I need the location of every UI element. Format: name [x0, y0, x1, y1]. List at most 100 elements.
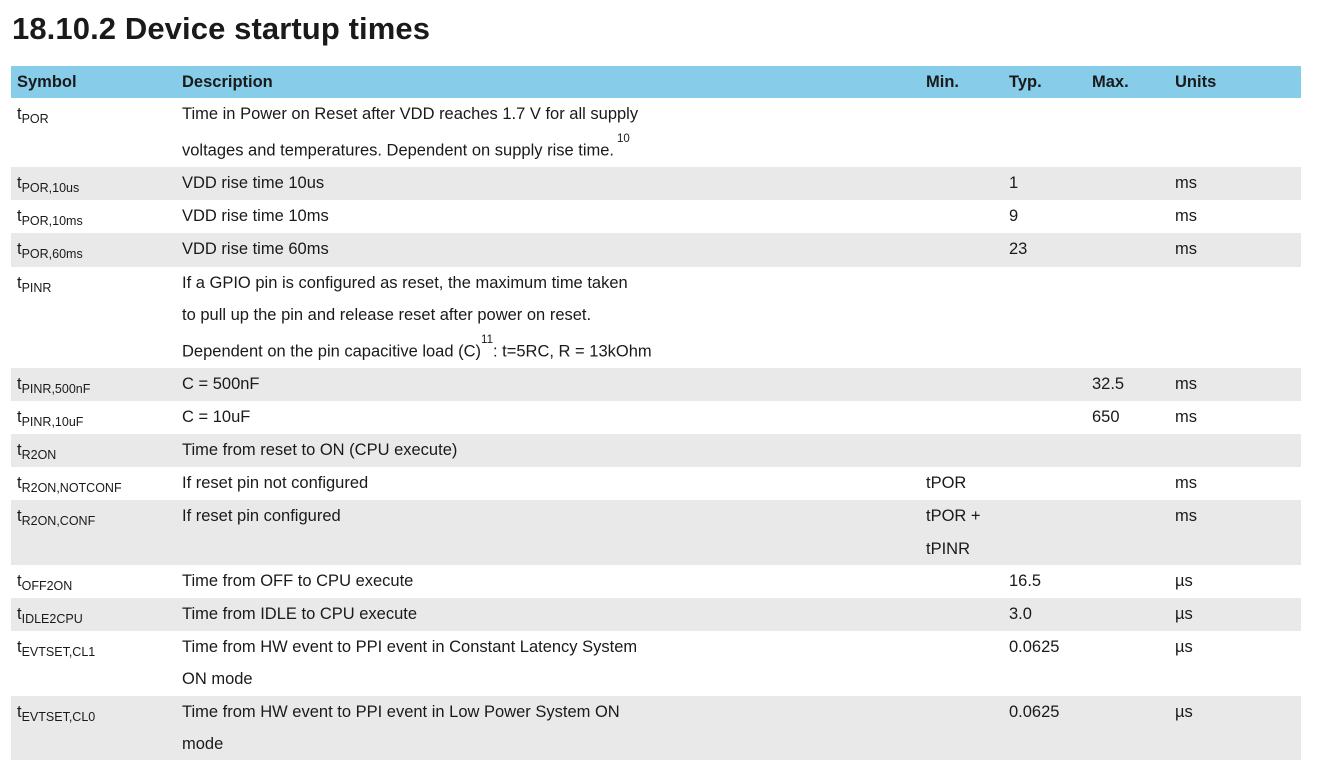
description-line: to pull up the pin and release reset aft…: [182, 299, 920, 331]
min-value: tPOR +: [926, 507, 981, 526]
symbol-base: t: [17, 638, 22, 657]
typ-cell: [1003, 401, 1086, 434]
symbol-subscript: POR,60ms: [21, 247, 83, 262]
max-cell: [1086, 233, 1169, 266]
units-cell: µs: [1175, 702, 1193, 721]
symbol-cell: tOFF2ON: [11, 565, 176, 598]
min-cell: [920, 200, 1003, 233]
table-row: tR2ON,CONF If reset pin configured tPOR + t…: [11, 500, 1301, 565]
description-text: C = 500nF: [182, 374, 260, 393]
description-cell: Time from HW event to PPI event in Const…: [176, 631, 920, 695]
min-cell: [920, 167, 1003, 200]
table-row: tOFF2ON Time from OFF to CPU execute 16.5 µ…: [11, 565, 1301, 598]
footnote-marker[interactable]: 10: [617, 133, 630, 146]
typ-cell: 0.0625: [1009, 702, 1060, 721]
min-cell: [920, 98, 1003, 167]
min-cell: [920, 598, 1003, 631]
symbol-base: t: [17, 273, 22, 292]
description-line: C = 500nF: [182, 368, 920, 400]
symbol-subscript: OFF2ON: [21, 578, 73, 593]
description-text: Time in Power on Reset after VDD reaches…: [182, 105, 639, 123]
symbol-subscript: POR,10us: [21, 180, 80, 195]
footnote-marker[interactable]: 11: [481, 333, 493, 346]
description-line: VDD rise time 10ms: [182, 200, 920, 232]
symbol-cell: tEVTSET,CL0: [11, 696, 176, 760]
symbol-base: t: [17, 605, 22, 624]
symbol-cell: tPOR,60ms: [11, 233, 176, 266]
min-cell: tPOR + tPINR: [920, 500, 1003, 564]
description-text: Time from reset to ON (CPU execute): [182, 441, 458, 460]
typ-cell: [1003, 500, 1086, 564]
typ-cell: [1003, 267, 1086, 368]
header-typ: Typ.: [1009, 73, 1042, 91]
symbol-base: t: [17, 571, 22, 590]
symbol-base: t: [17, 474, 22, 493]
min-cell: [920, 434, 1003, 467]
symbol-subscript: R2ON: [21, 448, 57, 463]
symbol-subscript: IDLE2CPU: [21, 612, 83, 627]
description-cell: Time from reset to ON (CPU execute): [176, 434, 920, 467]
symbol-subscript: EVTSET,CL0: [21, 709, 96, 724]
description-line: VDD rise time 60ms: [182, 233, 920, 265]
description-text: Time from HW event to PPI event in Const…: [182, 638, 638, 657]
min-cell: [920, 401, 1003, 434]
symbol-subscript: POR: [21, 112, 49, 126]
min-value: tPINR: [926, 539, 971, 558]
min-cell: [920, 631, 1003, 695]
max-cell: [1086, 98, 1169, 167]
table-row: tPINR,500nF C = 500nF 32.5 ms: [11, 367, 1301, 401]
units-cell: [1169, 434, 1301, 467]
description-text: Dependent on the pin capacitive load (C): [182, 342, 482, 361]
table-row: tIDLE2CPU Time from IDLE to CPU execute 3.…: [11, 598, 1301, 632]
max-cell: [1086, 167, 1169, 200]
symbol-cell: tPINR,500nF: [11, 368, 176, 401]
min-cell: [920, 267, 1003, 368]
description-cell: If reset pin configured: [176, 500, 920, 564]
description-text: Time from OFF to CPU execute: [182, 571, 414, 590]
symbol-cell: tPOR,10ms: [11, 200, 176, 233]
description-line: Time from reset to ON (CPU execute): [182, 434, 920, 466]
symbol-subscript: EVTSET,CL1: [21, 645, 96, 660]
description-line: voltages and temperatures. Dependent on …: [182, 130, 920, 167]
min-cell: [920, 565, 1003, 598]
description-text: Time from HW event to PPI event in Low P…: [182, 702, 620, 721]
description-text: C = 10uF: [182, 407, 251, 426]
symbol-cell: tR2ON,CONF: [11, 500, 176, 564]
units-cell: µs: [1175, 638, 1193, 657]
symbol-subscript: R2ON,CONF: [21, 514, 96, 529]
symbol-cell: tIDLE2CPU: [11, 598, 176, 631]
table-header-row: Symbol Description Min. Typ. Max. Units: [11, 66, 1301, 98]
description-text: VDD rise time 10us: [182, 173, 325, 192]
max-cell: [1086, 467, 1169, 500]
description-cell: VDD rise time 10ms: [176, 200, 920, 233]
typ-cell: 0.0625: [1009, 638, 1060, 657]
typ-cell: [1003, 98, 1086, 167]
header-symbol: Symbol: [17, 73, 77, 91]
symbol-base: t: [17, 207, 22, 226]
symbol-base: t: [17, 105, 22, 123]
table-row: tPOR Time in Power on Reset after VDD rea…: [11, 98, 1301, 167]
header-units: Units: [1175, 73, 1217, 91]
table-row: tPOR,60ms VDD rise time 60ms 23 ms: [11, 233, 1301, 267]
symbol-subscript: PINR: [21, 280, 52, 295]
symbol-base: t: [17, 702, 22, 721]
max-cell: [1086, 200, 1169, 233]
header-max: Max.: [1092, 73, 1129, 91]
description-text: Time from IDLE to CPU execute: [182, 605, 418, 624]
max-cell: [1086, 267, 1169, 368]
typ-cell: 3.0: [1009, 605, 1032, 624]
table-row: tEVTSET,CL0 Time from HW event to PPI eve…: [11, 695, 1301, 760]
min-cell: tPOR: [920, 467, 1003, 500]
table-row: tPOR,10ms VDD rise time 10ms 9 ms: [11, 200, 1301, 233]
units-cell: ms: [1175, 207, 1197, 226]
units-cell: [1169, 267, 1301, 368]
min-cell: [920, 368, 1003, 401]
units-cell: ms: [1175, 240, 1197, 259]
description-line: If reset pin not configured: [182, 467, 920, 499]
description-text: VDD rise time 10ms: [182, 207, 329, 226]
units-cell: [1169, 98, 1301, 167]
min-cell: [920, 233, 1003, 266]
max-cell: [1086, 434, 1169, 467]
description-cell: Time from OFF to CPU execute: [176, 565, 920, 598]
description-text: voltages and temperatures. Dependent on …: [182, 141, 614, 160]
